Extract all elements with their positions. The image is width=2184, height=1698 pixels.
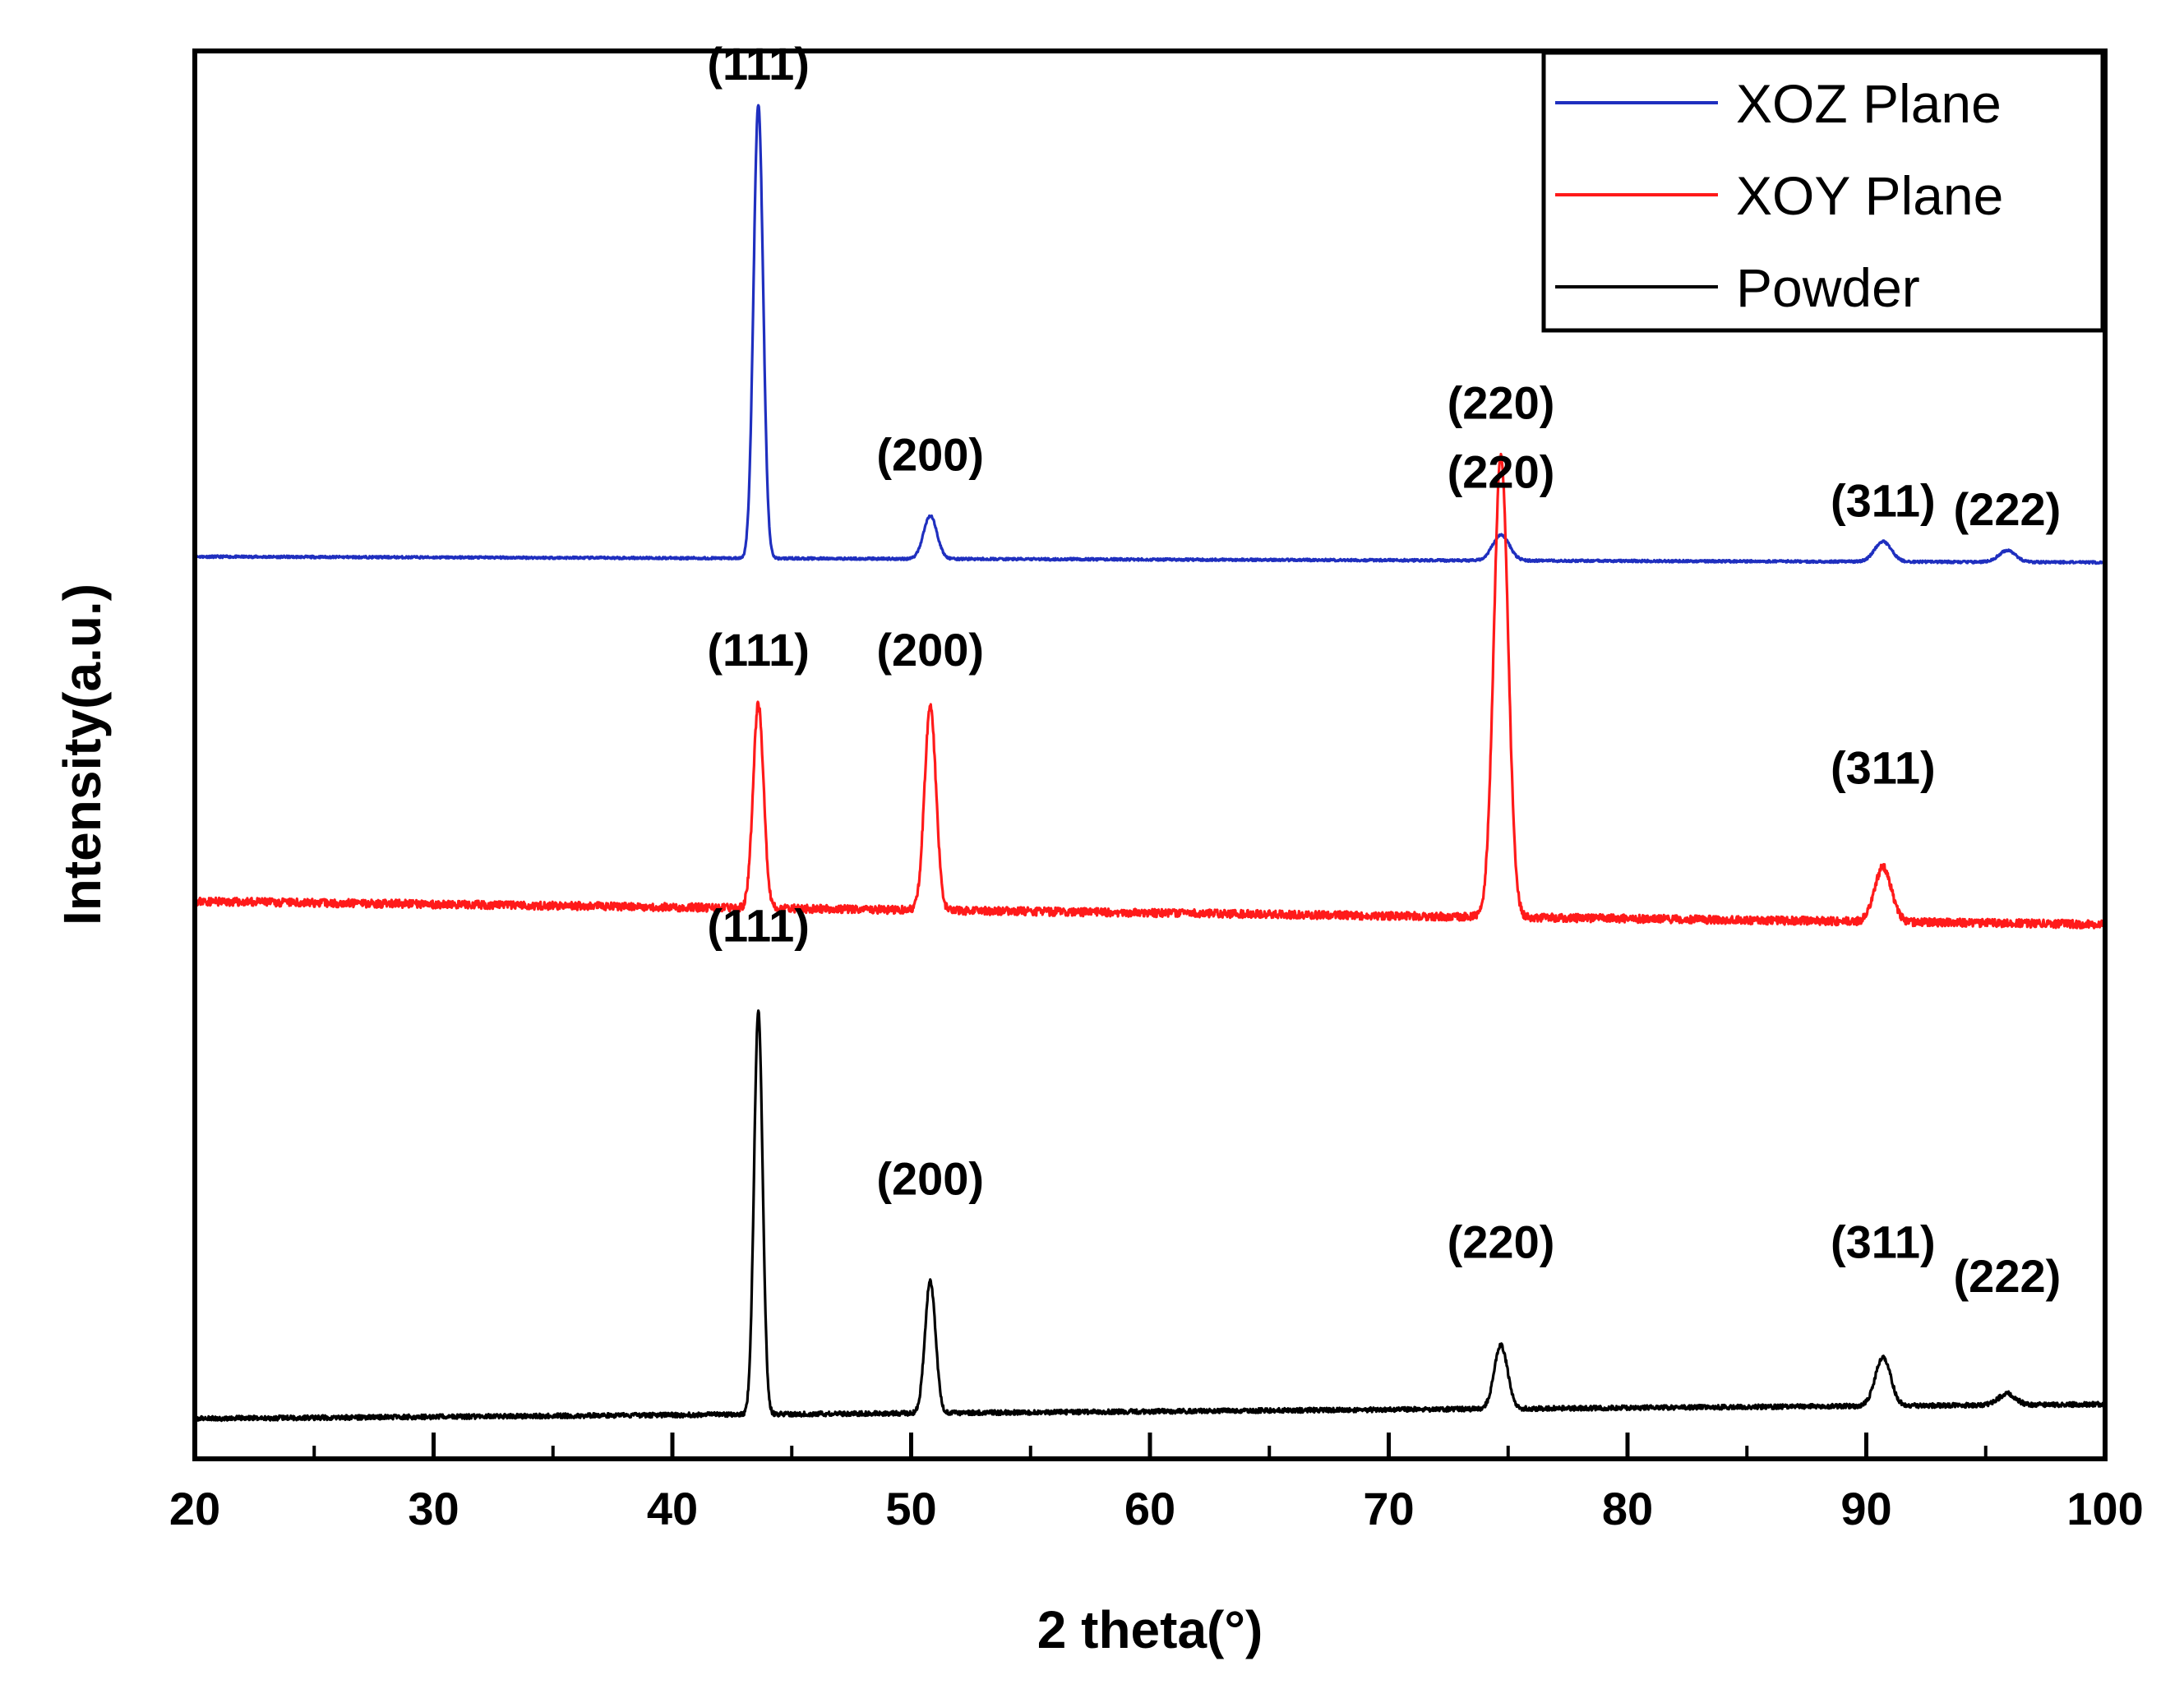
series-line-xoy-plane [194, 452, 2107, 930]
x-tick-label: 70 [1363, 1483, 1414, 1534]
x-tick-label: 90 [1840, 1483, 1891, 1534]
peak-label-xoz-plane-220: (220) [1448, 377, 1555, 429]
x-tick-label: 50 [885, 1483, 936, 1534]
legend-item-xoy-plane: XOY Plane [1555, 165, 2003, 226]
peak-label-xoz-plane-222: (222) [1954, 483, 2062, 535]
legend-label: XOY Plane [1736, 165, 2003, 226]
x-tick-label: 60 [1124, 1483, 1175, 1534]
peak-label-xoy-plane-311: (311) [1831, 742, 1936, 794]
peak-label-powder-111: (111) [707, 900, 810, 952]
x-axis-title: 2 theta(°) [1037, 1600, 1263, 1659]
peak-label-powder-220: (220) [1448, 1216, 1555, 1267]
x-tick-label: 20 [169, 1483, 220, 1534]
legend-box [1541, 50, 2105, 333]
peak-label-xoz-plane-111: (111) [707, 38, 810, 90]
x-tick-label: 80 [1602, 1483, 1653, 1534]
peak-label-xoz-plane-311: (311) [1831, 474, 1936, 526]
legend: XOZ Plane XOY Plane Powder [1541, 50, 2105, 333]
peak-label-powder-311: (311) [1831, 1216, 1936, 1267]
series-line-powder [193, 1009, 2107, 1423]
peak-label-xoz-plane-200: (200) [876, 428, 984, 480]
x-tick-label: 40 [647, 1483, 698, 1534]
peak-label-powder-222: (222) [1954, 1250, 2062, 1302]
x-tick-label: 100 [2066, 1483, 2143, 1534]
peak-label-xoy-plane-111: (111) [707, 624, 810, 676]
legend-label: Powder [1736, 257, 1920, 318]
peak-annotations: (111) (200) (220) (311) (222) (220) (111) (200)… [707, 38, 2061, 1302]
peak-label-xoz-plane-220: (220) [1448, 445, 1555, 497]
legend-item-xoz-plane: XOZ Plane [1555, 73, 2002, 134]
y-axis-title: Intensity(a.u.) [53, 584, 112, 925]
x-tick-label: 30 [408, 1483, 459, 1534]
x-axis-ticks: 20 30 40 50 60 70 80 90 100 [169, 1433, 2144, 1534]
series-layer [193, 104, 2107, 1423]
legend-item-powder: Powder [1555, 257, 1920, 318]
legend-label: XOZ Plane [1736, 73, 2002, 134]
peak-label-xoy-plane-200: (200) [876, 624, 984, 676]
peak-label-powder-200: (200) [876, 1152, 984, 1204]
series-line-xoz-plane [193, 104, 2106, 565]
legend-items: XOZ Plane XOY Plane Powder [1555, 73, 2003, 318]
